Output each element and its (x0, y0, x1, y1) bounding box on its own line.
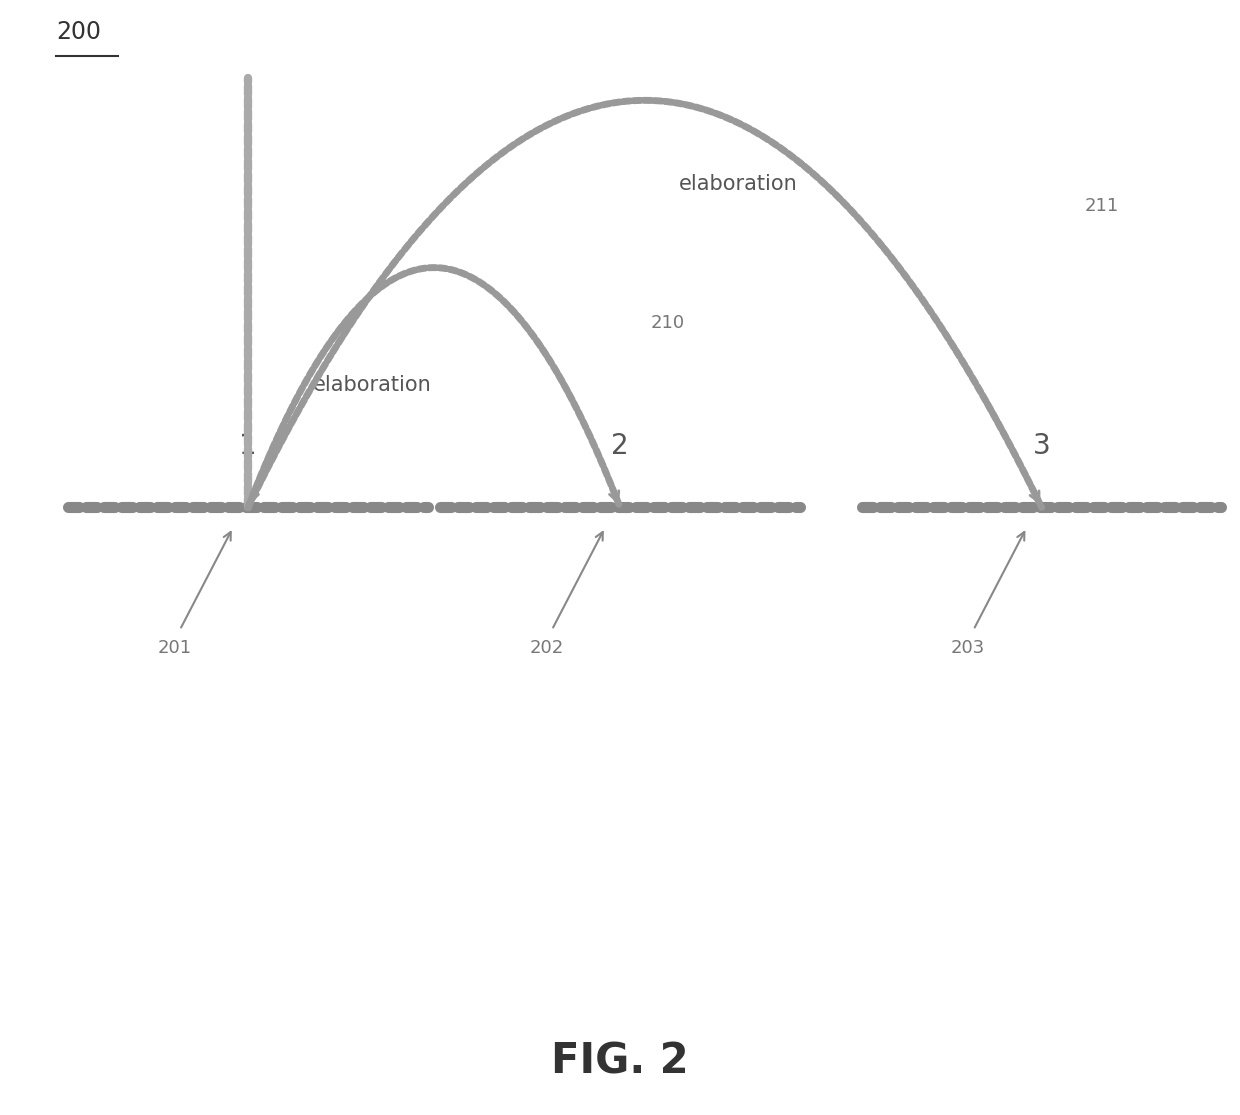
Text: elaboration: elaboration (678, 174, 797, 194)
Text: 2: 2 (611, 433, 629, 460)
Text: 203: 203 (951, 639, 986, 657)
Text: 202: 202 (529, 639, 564, 657)
Text: 200: 200 (56, 20, 100, 43)
Text: 211: 211 (1085, 197, 1120, 215)
Text: 201: 201 (157, 639, 192, 657)
Text: 1: 1 (239, 433, 257, 460)
Text: 3: 3 (1033, 433, 1050, 460)
Text: FIG. 2: FIG. 2 (552, 1040, 688, 1083)
Text: 210: 210 (651, 314, 686, 332)
Text: elaboration: elaboration (312, 375, 432, 395)
